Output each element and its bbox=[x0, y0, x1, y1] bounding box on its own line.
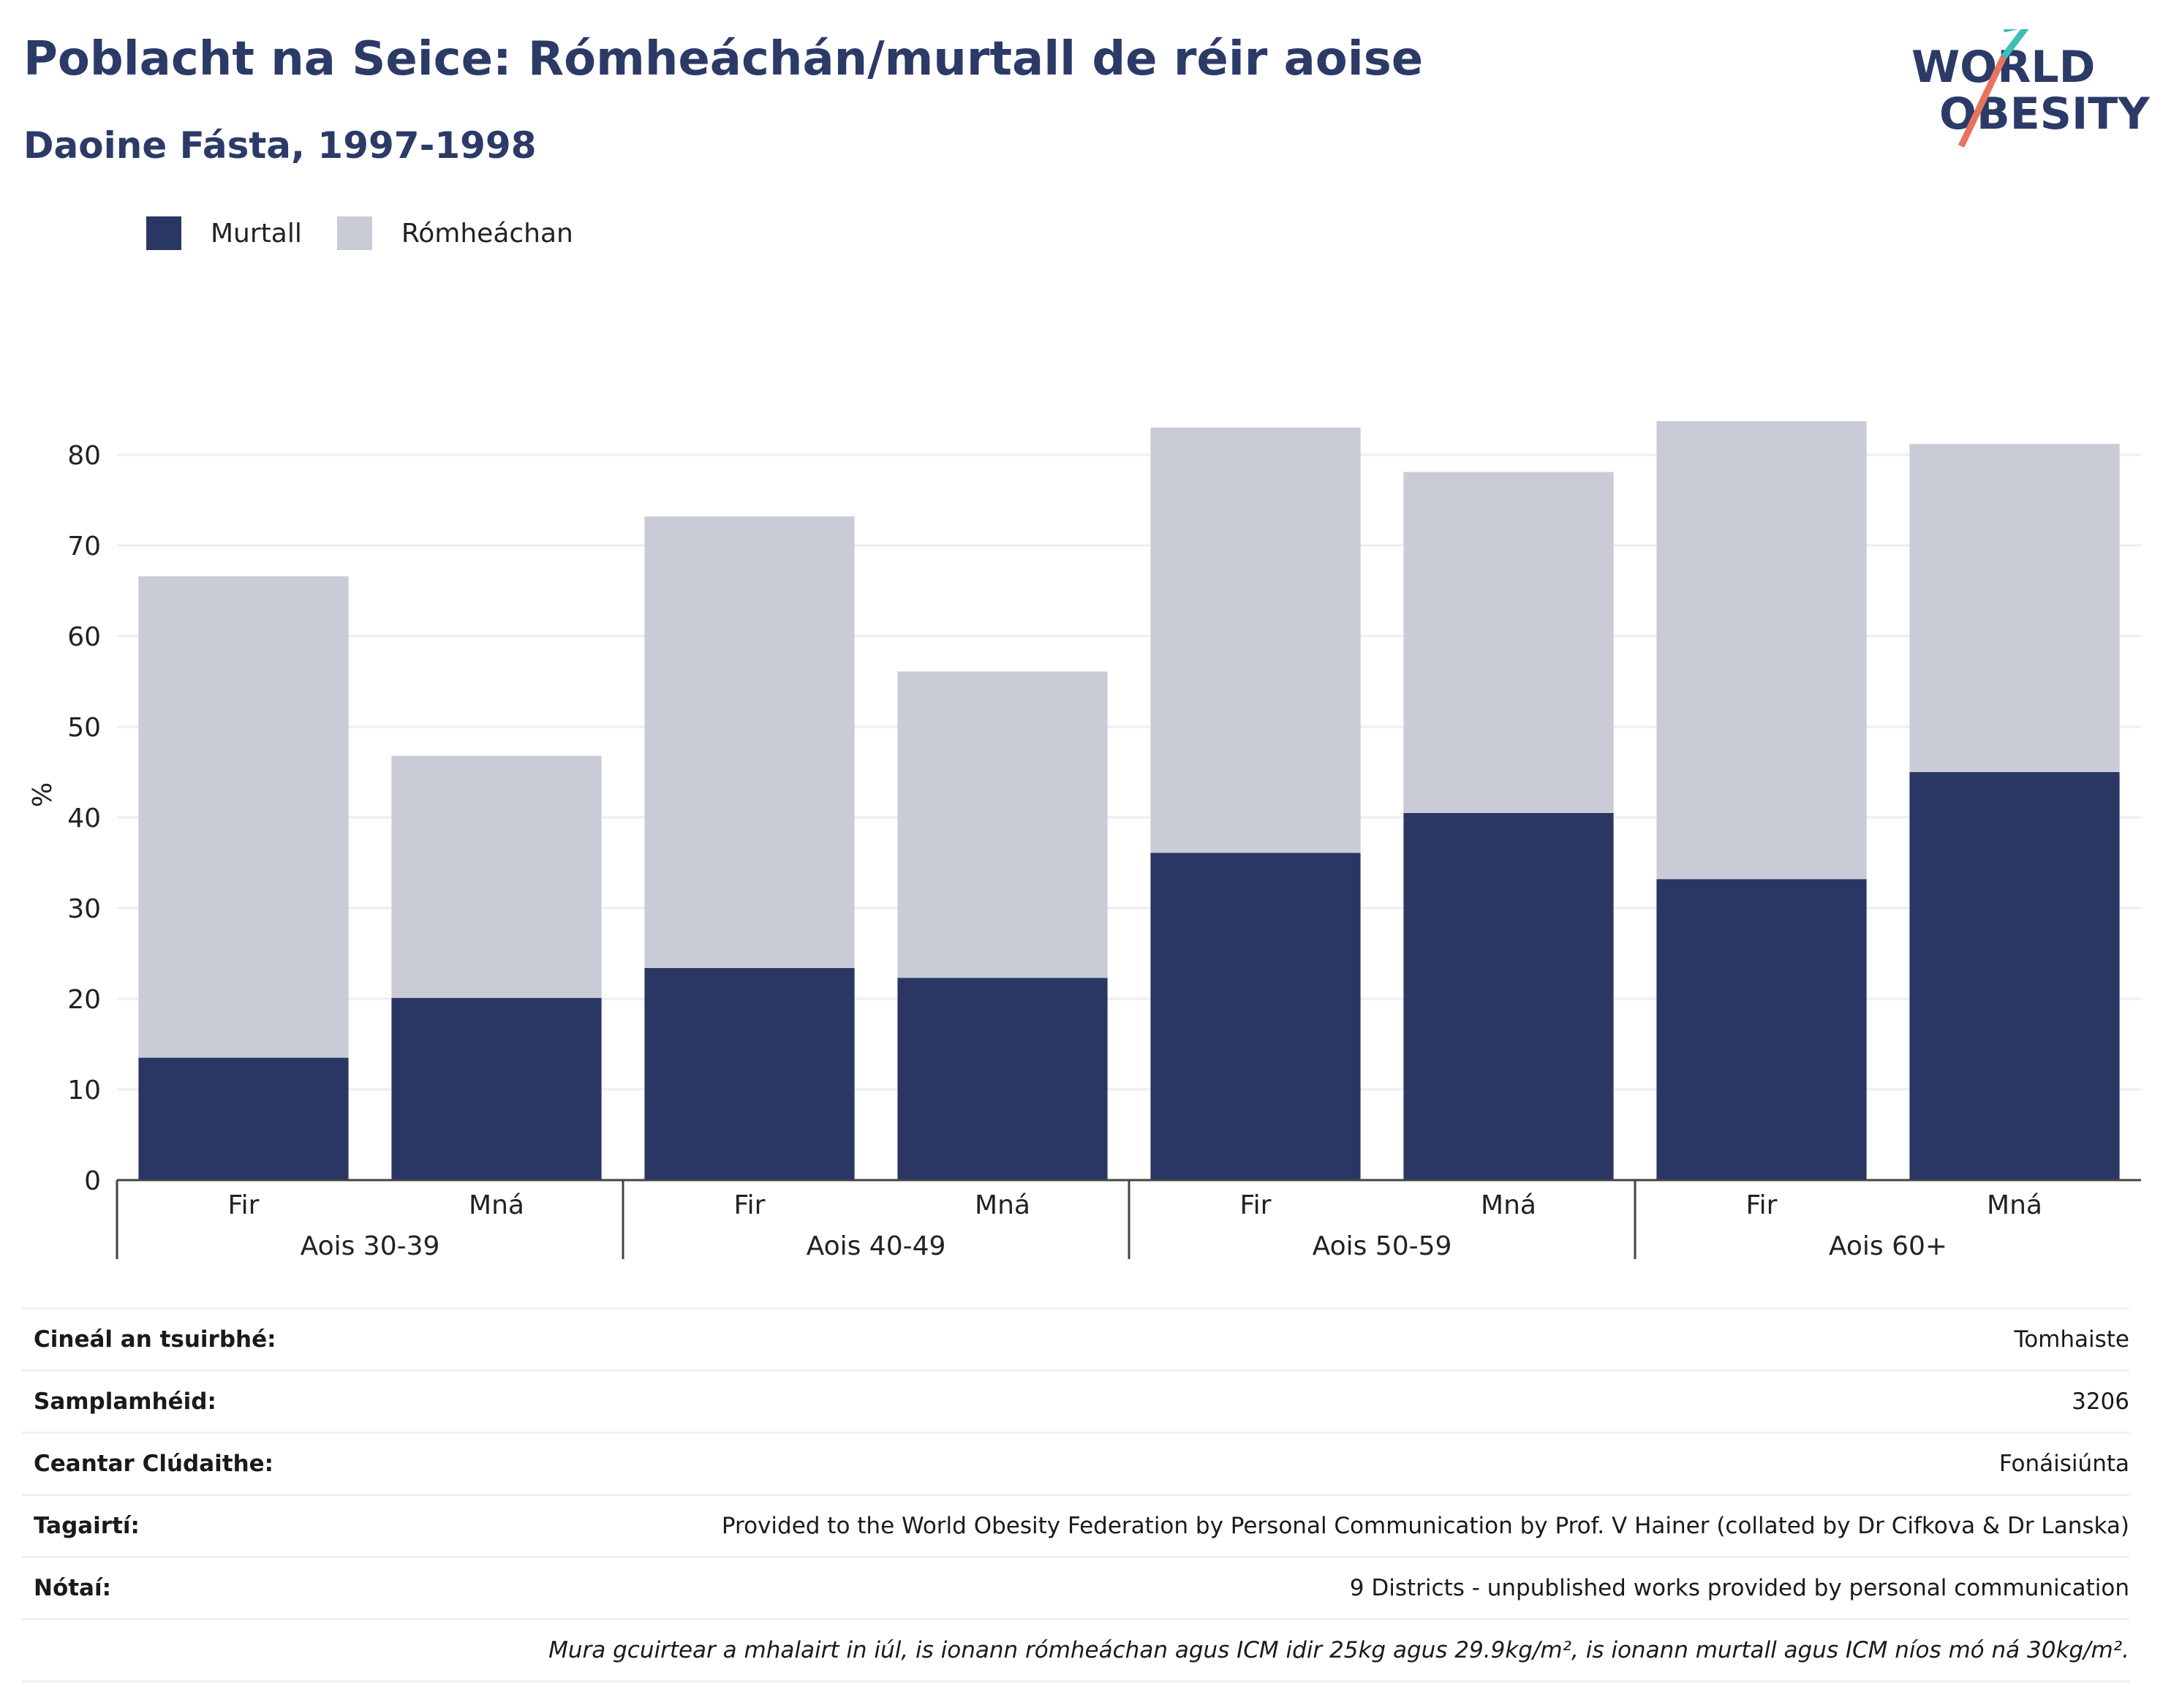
bar-overweight bbox=[1909, 444, 2120, 772]
x-tick-label: Fir bbox=[1240, 1190, 1272, 1220]
sample-size-label: Samplamhéid: bbox=[34, 1388, 216, 1415]
legend-swatch-obese bbox=[146, 216, 181, 250]
group-label: Aois 30-39 bbox=[301, 1231, 440, 1261]
bar-obese bbox=[1656, 879, 1867, 1180]
bar-overweight bbox=[1656, 421, 1867, 880]
group-label: Aois 40-49 bbox=[807, 1231, 946, 1261]
y-axis-label: % bbox=[28, 782, 58, 807]
area-label: Ceantar Clúdaithe: bbox=[34, 1451, 274, 1477]
info-row-references: Tagairtí: Provided to the World Obesity … bbox=[22, 1494, 2129, 1556]
x-tick-label: Fir bbox=[734, 1190, 766, 1220]
survey-info-table: Cineál an tsuirbhé: Tomhaiste Samplamhéi… bbox=[22, 1307, 2129, 1682]
references-label: Tagairtí: bbox=[34, 1513, 140, 1539]
x-tick-label: Fir bbox=[1746, 1190, 1778, 1220]
legend-label-overweight: Rómheáchan bbox=[401, 218, 573, 249]
y-tick-label: 30 bbox=[67, 894, 101, 924]
bar-obese bbox=[1909, 772, 2120, 1180]
y-tick-label: 80 bbox=[67, 441, 101, 471]
bar-obese bbox=[1150, 853, 1361, 1180]
info-row-sample-size: Samplamhéid: 3206 bbox=[22, 1369, 2129, 1432]
x-tick-label: Mná bbox=[469, 1190, 524, 1220]
group-label: Aois 60+ bbox=[1829, 1231, 1947, 1261]
info-row-survey-type: Cineál an tsuirbhé: Tomhaiste bbox=[22, 1307, 2129, 1369]
bar-obese bbox=[1403, 812, 1614, 1180]
survey-type-label: Cineál an tsuirbhé: bbox=[34, 1326, 276, 1353]
footnote: Mura gcuirtear a mhalairt in iúl, is ion… bbox=[548, 1637, 2129, 1663]
x-tick-label: Mná bbox=[1481, 1190, 1536, 1220]
y-tick-label: 50 bbox=[67, 713, 101, 743]
info-row-footnote: Mura gcuirtear a mhalairt in iúl, is ion… bbox=[22, 1618, 2129, 1682]
y-tick-label: 20 bbox=[67, 985, 101, 1015]
bar-obese bbox=[897, 978, 1108, 1180]
bar-obese bbox=[391, 997, 602, 1180]
bar-overweight bbox=[1150, 427, 1361, 853]
info-row-notes: Nótaí: 9 Districts - unpublished works p… bbox=[22, 1556, 2129, 1618]
world-obesity-logo: WORLD OBESITY bbox=[1901, 20, 2151, 157]
notes-value: 9 Districts - unpublished works provided… bbox=[1349, 1575, 2129, 1601]
survey-type-value: Tomhaiste bbox=[2014, 1326, 2129, 1353]
y-tick-label: 0 bbox=[84, 1166, 101, 1196]
references-value: Provided to the World Obesity Federation… bbox=[721, 1513, 2129, 1539]
bar-overweight bbox=[644, 516, 855, 968]
bar-overweight bbox=[138, 576, 349, 1058]
bar-obese bbox=[138, 1057, 349, 1180]
logo-line-1: WORLD bbox=[1911, 42, 2095, 93]
stacked-bar-chart: 0 10 20 30 40 50 60 70 80% Fir Mná Fir Mná Fir Mná Fir M… bbox=[28, 421, 2141, 1261]
bar-overweight bbox=[391, 755, 602, 998]
y-tick-label: 70 bbox=[67, 532, 101, 562]
x-tick-label: Fir bbox=[228, 1190, 260, 1220]
bar-obese bbox=[644, 967, 855, 1180]
page-subtitle: Daoine Fásta, 1997-1998 bbox=[23, 124, 537, 167]
info-row-area: Ceantar Clúdaithe: Fonáisiúnta bbox=[22, 1432, 2129, 1494]
notes-label: Nótaí: bbox=[34, 1575, 112, 1601]
y-tick-label: 40 bbox=[67, 804, 101, 834]
page-title: Poblacht na Seice: Rómheáchán/murtall de… bbox=[23, 32, 1424, 86]
sample-size-value: 3206 bbox=[2072, 1388, 2129, 1415]
legend-swatch-overweight bbox=[336, 216, 372, 250]
x-tick-label: Mná bbox=[975, 1190, 1030, 1220]
x-tick-label: Mná bbox=[1987, 1190, 2042, 1220]
chart-legend: Murtall Rómheáchan bbox=[146, 216, 608, 250]
y-tick-label: 10 bbox=[67, 1076, 101, 1106]
bar-overweight bbox=[897, 671, 1108, 978]
y-tick-label: 60 bbox=[67, 622, 101, 652]
bar-overweight bbox=[1403, 472, 1614, 813]
area-value: Fonáisiúnta bbox=[1998, 1451, 2129, 1477]
group-label: Aois 50-59 bbox=[1313, 1231, 1452, 1261]
legend-label-obese: Murtall bbox=[211, 218, 302, 249]
